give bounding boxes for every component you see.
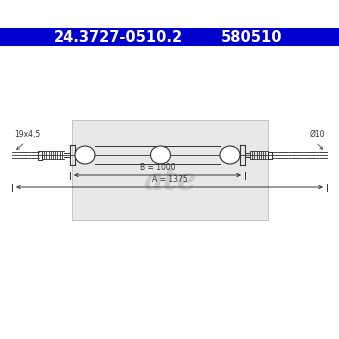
Text: 580510: 580510 bbox=[221, 29, 283, 44]
Ellipse shape bbox=[75, 146, 95, 164]
Text: 19x4,5: 19x4,5 bbox=[14, 130, 40, 139]
Text: Ø10: Ø10 bbox=[310, 130, 325, 139]
Bar bbox=[0, 28, 339, 46]
Text: A = 1375: A = 1375 bbox=[152, 175, 187, 184]
Ellipse shape bbox=[220, 146, 240, 164]
Bar bbox=[72, 120, 268, 220]
Text: B = 1000: B = 1000 bbox=[140, 163, 175, 172]
Text: ate: ate bbox=[143, 166, 197, 198]
Text: 24.3727-0510.2: 24.3727-0510.2 bbox=[54, 29, 183, 44]
Ellipse shape bbox=[151, 146, 171, 164]
